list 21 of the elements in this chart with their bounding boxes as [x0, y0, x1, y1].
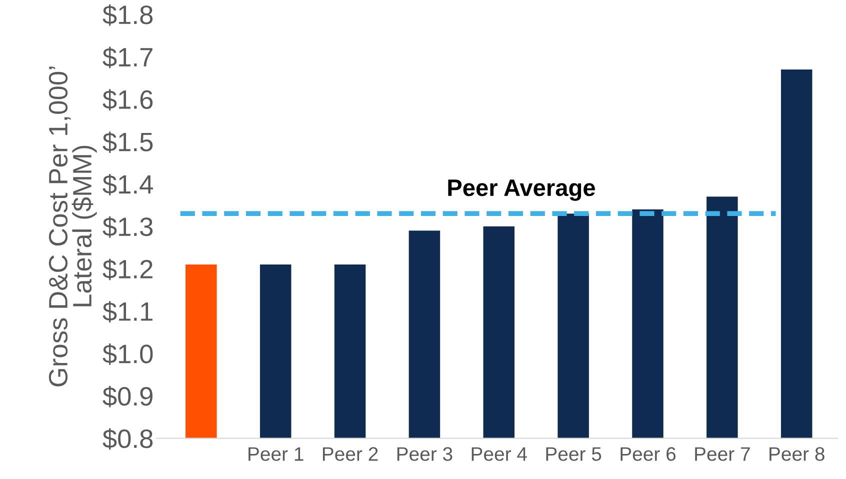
- y-tick-label: $1.5: [102, 132, 153, 153]
- y-tick-label: $1.7: [102, 46, 152, 68]
- x-tick-label: Peer 3: [397, 447, 452, 461]
- y-tick-label: $0.8: [102, 428, 153, 450]
- y-tick-label: $1.0: [102, 344, 153, 365]
- x-tick-label: Peer 8: [770, 447, 824, 461]
- y-axis-title: Gross D&C Cost Per 1,000’ Lateral ($MM): [48, 66, 97, 386]
- x-tick-label: Peer 7: [695, 447, 750, 461]
- y-tick-label: $0.9: [102, 386, 152, 408]
- y-tick-label: $1.4: [102, 174, 153, 196]
- y-tick-label: $1.2: [102, 258, 152, 280]
- y-tick-label: $1.3: [102, 216, 153, 238]
- y-tick-label: $1.8: [102, 4, 153, 26]
- x-tick-label: Peer 2: [322, 447, 378, 461]
- y-tick-label: $1.6: [102, 89, 153, 111]
- x-tick-label: Peer 4: [472, 447, 527, 461]
- ref-line-label: Peer Average: [448, 180, 595, 201]
- x-tick-label: Peer 6: [620, 447, 676, 461]
- y-tick-label: $1.1: [102, 301, 152, 323]
- x-tick-label: Peer 5: [546, 447, 602, 461]
- x-tick-label: Peer 1: [248, 447, 304, 461]
